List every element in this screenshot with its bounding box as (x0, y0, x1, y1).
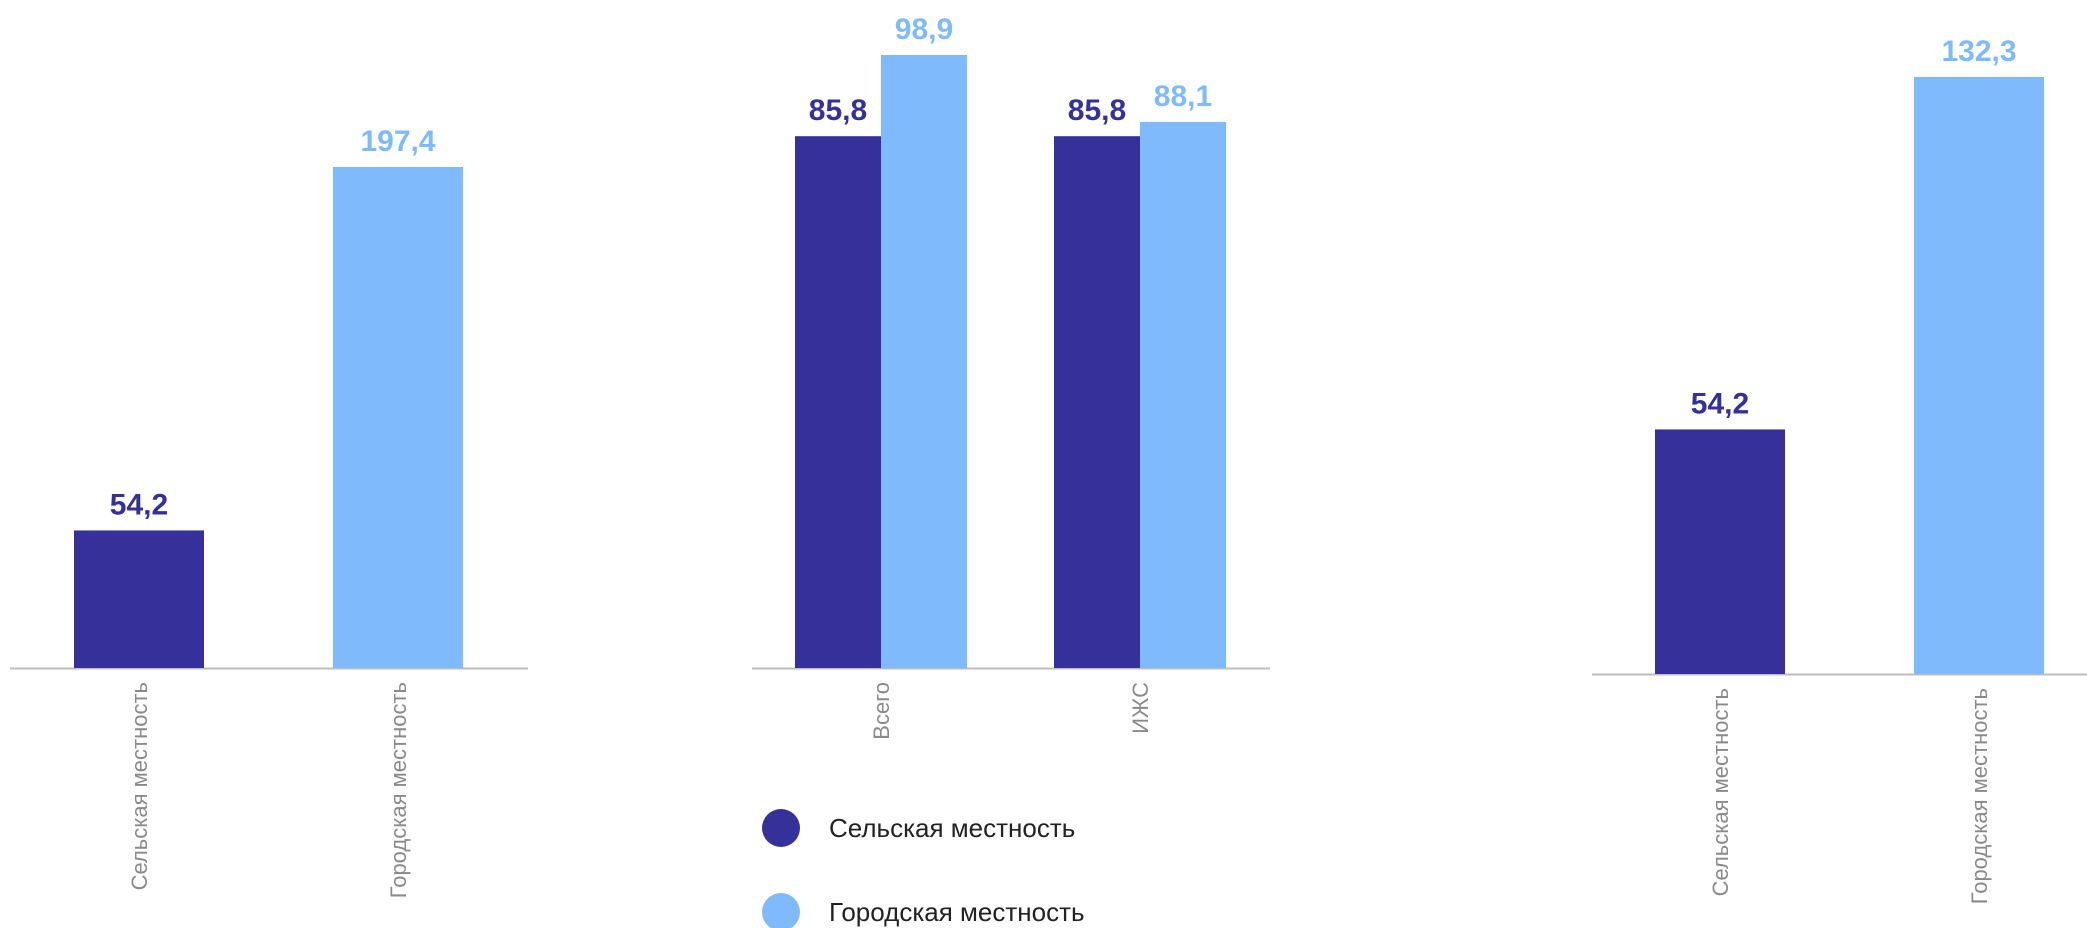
tick-label-1: Городская местность (386, 682, 411, 898)
chart-left: 54,2 197,4 Сельская местность Городская мес… (10, 125, 528, 898)
chart-right: 54,2 132,3 Сельская местность Городская мес… (1592, 35, 2087, 904)
bar-c1 (333, 167, 463, 668)
legend-swatch-rural (762, 809, 800, 847)
legend-label-rural: Сельская местность (829, 813, 1075, 843)
bar-c1 (1914, 77, 2044, 674)
data-label-s0-c0: 85,8 (809, 94, 867, 127)
data-label-s1-c0: 98,9 (895, 13, 953, 46)
tick-label-1: Городская местность (1967, 688, 1992, 904)
data-label-s1-c1: 88,1 (1154, 80, 1212, 113)
legend-label-urban: Городская местность (829, 897, 1085, 927)
tick-label-0: Сельская местность (1708, 688, 1733, 896)
legend-swatch-urban (762, 893, 800, 928)
bar-s1-c0 (881, 55, 967, 668)
bar-c0 (1655, 429, 1785, 674)
bar-s0-c0 (795, 136, 881, 668)
data-label-s0-c1: 85,8 (1068, 94, 1126, 127)
tick-label-0: Сельская местность (127, 682, 152, 890)
data-label-c1: 197,4 (360, 125, 435, 158)
tick-label-0: Всего (869, 682, 894, 740)
data-label-c0: 54,2 (1691, 387, 1749, 420)
bar-s0-c1 (1054, 136, 1140, 668)
data-label-c1: 132,3 (1941, 35, 2016, 68)
legend: Сельская местность Городская местность (762, 809, 1085, 928)
bar-s1-c1 (1140, 121, 1226, 668)
data-label-c0: 54,2 (110, 488, 168, 521)
chart-middle: 85,8 98,9 85,8 88,1 Всего ИЖС (752, 13, 1270, 740)
tick-label-1: ИЖС (1128, 682, 1153, 734)
bar-c0 (74, 530, 204, 668)
